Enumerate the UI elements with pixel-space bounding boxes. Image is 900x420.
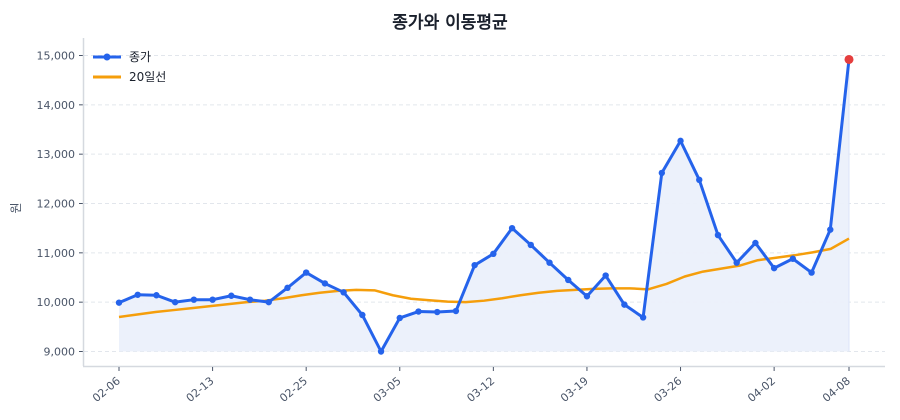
close-marker — [171, 298, 179, 306]
ma20-line — [118, 237, 850, 319]
x-tick-label: 03-05 — [371, 374, 404, 405]
close-marker — [827, 226, 834, 233]
ma20-path — [118, 237, 850, 319]
close-marker — [770, 264, 778, 272]
close-marker — [527, 241, 534, 249]
close-marker — [246, 296, 254, 303]
latest-close-marker — [844, 54, 854, 64]
close-marker — [789, 255, 797, 262]
close-marker — [415, 308, 422, 315]
x-tick-label: 03-19 — [558, 374, 591, 405]
x-tick-label: 02-13 — [184, 374, 217, 405]
legend-label-ma20: 20일선 — [129, 70, 166, 84]
close-marker — [565, 276, 572, 284]
close-marker — [209, 296, 216, 303]
close-marker — [714, 231, 722, 239]
close-path — [118, 59, 851, 353]
close-marker — [190, 296, 198, 303]
close-marker — [340, 289, 347, 296]
x-tick-label: 02-25 — [277, 374, 310, 405]
close-marker — [583, 293, 591, 300]
close-marker — [265, 298, 272, 306]
close-marker — [658, 169, 666, 177]
y-tick-label: 10,000 — [37, 296, 76, 309]
close-area-fill — [119, 59, 850, 352]
legend: 종가 20일선 — [93, 50, 166, 84]
close-marker — [377, 348, 385, 355]
close-marker — [452, 307, 460, 315]
x-tick-label: 03-12 — [464, 374, 497, 405]
close-marker — [471, 261, 478, 269]
close-marker — [621, 301, 628, 308]
close-marker — [752, 239, 759, 247]
area-fill — [119, 59, 849, 352]
y-axis-label: 원 — [9, 202, 23, 213]
close-marker — [733, 259, 740, 266]
x-tick-label: 04-08 — [820, 374, 853, 405]
close-marker — [808, 269, 815, 276]
close-marker — [228, 292, 235, 299]
close-marker — [302, 269, 310, 276]
x-tick-label: 04-02 — [745, 374, 778, 405]
close-marker — [359, 311, 366, 319]
y-tick-label: 15,000 — [37, 50, 76, 63]
close-marker — [115, 299, 123, 306]
y-tick-label: 12,000 — [37, 198, 76, 211]
close-price-line — [115, 54, 854, 355]
x-tick-label: 02-06 — [90, 374, 123, 405]
y-tick-label: 11,000 — [37, 247, 76, 260]
close-marker — [134, 291, 141, 298]
close-marker — [602, 272, 609, 279]
close-marker — [396, 314, 403, 322]
close-marker — [321, 280, 329, 287]
chart-title: 종가와 이동평균 — [392, 13, 508, 33]
close-marker — [153, 292, 160, 299]
close-marker — [284, 284, 291, 292]
legend-close-marker-icon — [103, 53, 111, 61]
close-marker — [508, 224, 516, 232]
y-tick-label: 14,000 — [37, 99, 76, 112]
x-tick-label: 03-26 — [652, 374, 685, 405]
close-marker — [696, 176, 703, 184]
y-tick-label: 13,000 — [37, 148, 76, 161]
legend-label-close: 종가 — [129, 50, 151, 64]
close-marker — [677, 137, 684, 145]
close-marker — [490, 250, 497, 258]
y-tick-label: 9,000 — [44, 346, 76, 359]
close-marker — [434, 308, 441, 316]
close-marker — [546, 259, 553, 266]
close-marker — [639, 314, 647, 321]
